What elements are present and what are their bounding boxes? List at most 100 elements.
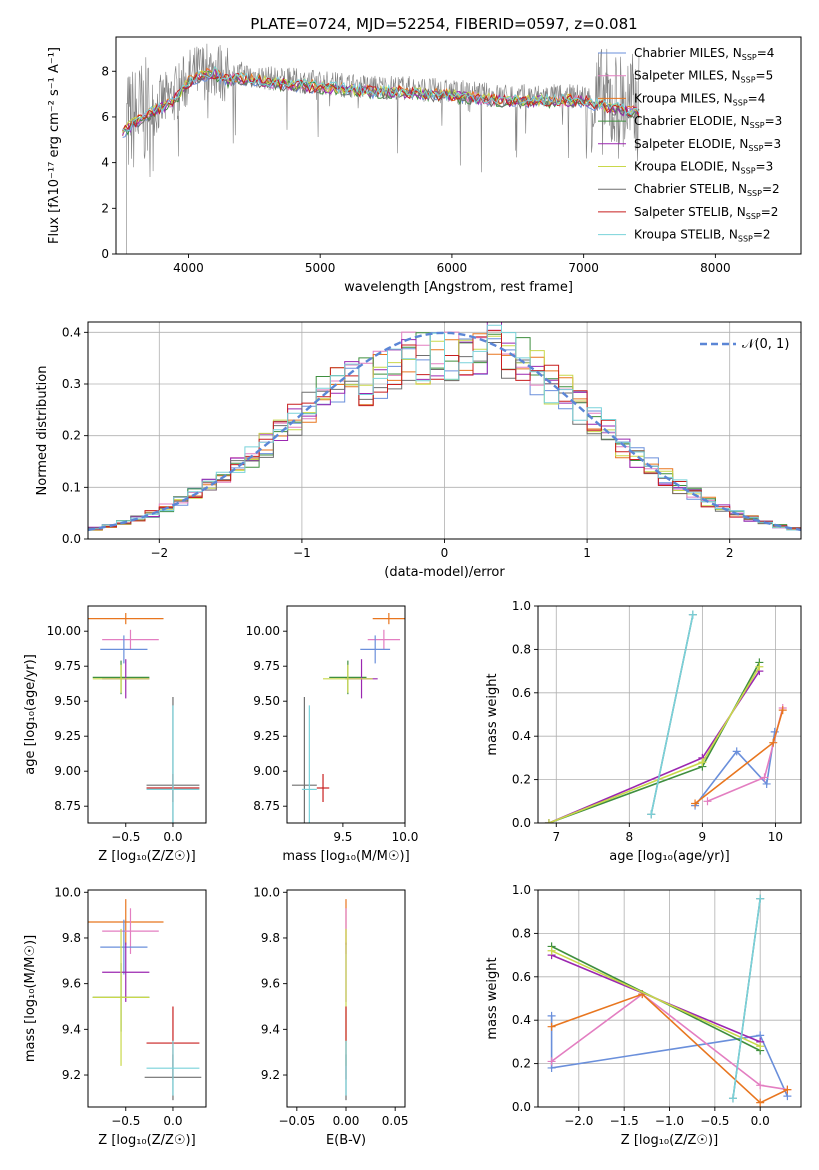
- y-tick-label: 0.0: [512, 816, 531, 830]
- x-tick-label: 8: [625, 830, 633, 844]
- weight-point: [756, 1081, 765, 1090]
- y-tick-label: 6: [101, 110, 109, 124]
- y-tick-label: 9.6: [62, 977, 81, 991]
- legend-model-name: Salpeter MILES, N: [634, 69, 741, 83]
- y-tick-label: 0.2: [512, 773, 531, 787]
- legend-item: Kroupa MILES, NSSP=4: [598, 91, 765, 107]
- chart-age_vs_Z: −0.5 0.0 8.75 9.00 9.25 9.50 9.75 10.00 Z [log₁₀…: [23, 605, 207, 864]
- y-axis-label: mass [log₁₀(M/M☉)]: [23, 935, 38, 1062]
- plot-area: [88, 613, 200, 823]
- y-axis-label: mass weight: [485, 673, 500, 755]
- legend-model-name: Kroupa MILES, N: [634, 91, 733, 105]
- legend-label: Salpeter STELIB, NSSP=2: [634, 205, 778, 221]
- x-tick-label: 9.5: [333, 830, 352, 844]
- legend-label: Chabrier MILES, NSSP=4: [634, 46, 774, 62]
- legend-subscript: SSP: [747, 189, 762, 198]
- legend-item: Salpeter ELODIE, NSSP=3: [598, 137, 781, 153]
- x-tick-label: −0.05: [278, 1114, 315, 1128]
- legend-nssp-value: =2: [762, 182, 780, 196]
- residual-histogram-8: [88, 324, 801, 531]
- legend-nssp-value: =3: [765, 114, 783, 128]
- y-tick-label: 0.6: [512, 970, 531, 984]
- legend-model-name: Salpeter STELIB, N: [634, 205, 746, 219]
- weight-point: [756, 1042, 765, 1051]
- y-tick-label: 8: [101, 64, 109, 78]
- y-tick-label: 1.0: [512, 599, 531, 613]
- error-cross: [88, 613, 164, 625]
- legend-subscript: SSP: [748, 144, 763, 153]
- x-axis-label: age [log₁₀(age/yr)]: [609, 849, 730, 864]
- x-tick-label: −0.5: [111, 1114, 140, 1128]
- y-tick-label: 9.50: [54, 694, 81, 708]
- legend-nssp-value: =3: [756, 160, 774, 174]
- weight-point: [756, 1098, 765, 1107]
- y-tick-label: 0.2: [62, 429, 81, 443]
- legend-subscript: SSP: [738, 235, 753, 244]
- legend-label: Salpeter MILES, NSSP=5: [634, 69, 773, 85]
- axes-frame: [286, 605, 406, 824]
- legend-subscript: SSP: [750, 121, 765, 130]
- y-tick-label: 9.6: [261, 977, 280, 991]
- weight-point: [760, 773, 769, 782]
- weight-point: [688, 610, 697, 619]
- x-tick-label: −2.0: [564, 1114, 593, 1128]
- x-tick-label: 0.0: [163, 830, 182, 844]
- error-cross: [360, 635, 391, 664]
- legend-label: Salpeter ELODIE, NSSP=3: [634, 137, 781, 153]
- error-cross: [367, 629, 401, 650]
- y-tick-label: 0.8: [512, 642, 531, 656]
- weight-line-0: [694, 731, 776, 807]
- legend-item: Chabrier STELIB, NSSP=2: [598, 182, 780, 198]
- legend-item: Kroupa STELIB, NSSP=2: [598, 228, 771, 244]
- y-tick-label: 8.75: [54, 799, 81, 813]
- y-axis-label: Normed distribution: [35, 366, 50, 496]
- legend-nssp-value: =5: [756, 69, 774, 83]
- y-tick-label: 0.6: [512, 686, 531, 700]
- legend-model-name: Kroupa STELIB, N: [634, 228, 738, 242]
- y-tick-label: 9.8: [261, 931, 280, 945]
- weight-line-1: [551, 993, 788, 1091]
- axes-frame: [87, 889, 207, 1108]
- legend-nssp-value: =2: [753, 228, 771, 242]
- y-tick-label: 9.75: [253, 659, 280, 673]
- x-tick-label: −0.5: [111, 830, 140, 844]
- legend-model-name: Salpeter ELODIE, N: [634, 137, 748, 151]
- chart-mass_vs_Z: −0.5 0.0 9.2 9.4 9.6 9.8 10.0 Z [log₁₀(Z/Z☉)] ma…: [23, 885, 207, 1148]
- weight-point: [547, 1022, 556, 1031]
- chart-mass_vs_ebv: −0.05 0.00 0.05 9.2 9.4 9.6 9.8 10.0 E(B-V): [253, 885, 408, 1148]
- weight-point: [647, 810, 656, 819]
- y-axis-label: age [log₁₀(age/yr)]: [23, 654, 38, 775]
- legend-subscript: SSP: [741, 167, 756, 176]
- legend-model-name: Chabrier STELIB, N: [634, 182, 747, 196]
- figure-title: PLATE=0724, MJD=52254, FIBERID=0597, z=0…: [250, 15, 637, 33]
- x-tick-label: 4000: [173, 261, 204, 275]
- weight-point: [547, 946, 556, 955]
- error-cross: [102, 629, 159, 650]
- y-tick-label: 9.4: [261, 1022, 280, 1036]
- x-tick-label: −1.0: [655, 1114, 684, 1128]
- y-tick-label: 0.2: [512, 1057, 531, 1071]
- model-spectrum-8: [122, 66, 640, 132]
- y-tick-label: 9.2: [261, 1068, 280, 1082]
- y-tick-label: 9.4: [62, 1022, 81, 1036]
- x-tick-label: 0.0: [163, 1114, 182, 1128]
- legend-label: Kroupa STELIB, NSSP=2: [634, 228, 771, 244]
- residual-legend: 𝒩(0, 1): [700, 337, 789, 352]
- error-cross: [146, 705, 200, 823]
- x-tick-label: 10: [768, 830, 783, 844]
- x-tick-label: 7000: [568, 261, 599, 275]
- weight-line-2: [551, 993, 788, 1104]
- error-cross: [100, 635, 148, 664]
- legend-item: 𝒩(0, 1): [700, 337, 789, 352]
- chart-age_vs_mass: 9.5 10.0 8.75 9.00 9.25 9.50 9.75 10.00 mass [lo…: [246, 605, 418, 864]
- chart-weight_vs_Z: −2.0 −1.5 −1.0 −0.5 0.0 0.0 0.2 0.4 0.6 0.8 1.0 Z […: [485, 883, 802, 1148]
- legend-subscript: SSP: [746, 212, 761, 221]
- legend-label: Kroupa ELODIE, NSSP=3: [634, 160, 773, 176]
- plot-area: [544, 610, 787, 823]
- y-tick-label: 10.0: [54, 885, 81, 899]
- y-tick-label: 2: [101, 201, 109, 215]
- legend-item: Salpeter MILES, NSSP=5: [598, 69, 773, 85]
- error-cross: [316, 774, 330, 802]
